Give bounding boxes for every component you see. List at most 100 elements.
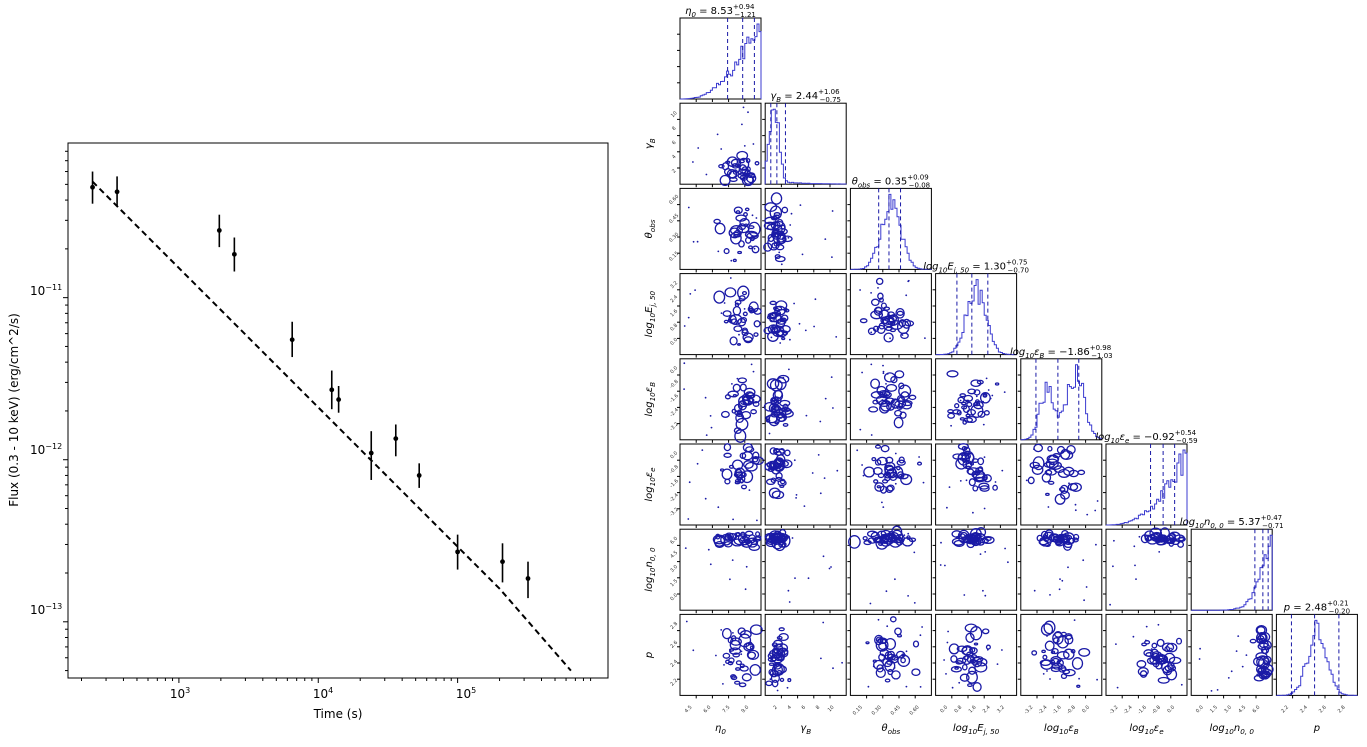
point-marker — [231, 251, 237, 257]
sample-dot — [1150, 648, 1153, 650]
contour-level — [729, 336, 738, 346]
contour-level — [775, 476, 783, 482]
panel-ticks — [1017, 630, 1087, 699]
sample-dot — [752, 370, 755, 373]
contour-level — [742, 442, 754, 453]
sample-dot — [859, 428, 862, 431]
contour-level — [1056, 534, 1063, 541]
sample-dot — [730, 259, 733, 262]
contour-level — [1143, 649, 1154, 657]
contour-level — [748, 543, 761, 551]
contour-level — [900, 391, 910, 401]
panel-frame — [849, 358, 932, 441]
contour-level — [1152, 658, 1160, 668]
sample-dot — [983, 456, 986, 458]
point-marker — [216, 227, 222, 233]
sample-dot — [742, 545, 744, 547]
sample-dot — [977, 486, 979, 489]
contour-level — [974, 399, 980, 405]
panel-ticks — [677, 459, 746, 528]
sample-dot — [1001, 649, 1003, 651]
sample-dot — [769, 678, 772, 681]
contour-level — [896, 465, 901, 471]
sample-dot — [805, 414, 808, 417]
data-point — [289, 321, 295, 358]
sample-dot — [991, 394, 994, 397]
panel-ticks — [677, 374, 746, 443]
contour-level — [870, 298, 880, 307]
sample-dot — [831, 256, 833, 258]
contour-level — [954, 403, 960, 409]
sample-dot — [944, 564, 946, 567]
corner-y-tick-label: 0.0 — [669, 365, 679, 375]
contour-level — [723, 443, 732, 452]
panel-frame — [764, 102, 847, 185]
sample-dot — [729, 578, 731, 581]
contour-level — [897, 537, 903, 542]
sample-dot — [704, 396, 707, 399]
x-tick-label: 104 — [313, 686, 333, 701]
contour-level — [733, 325, 743, 333]
contour-level — [955, 657, 967, 664]
sample-dot — [856, 449, 859, 452]
sample-dot — [1083, 599, 1085, 602]
contour-level — [969, 462, 975, 466]
contour-level — [743, 336, 753, 344]
contour-level — [767, 652, 776, 660]
contour-level — [733, 403, 743, 413]
sample-dot — [1068, 482, 1070, 485]
corner-panel-title: θobs = 0.35+0.09 −0.08 — [852, 173, 930, 189]
contour-level — [782, 422, 789, 427]
contour-level — [1058, 487, 1066, 492]
contour-level — [1060, 631, 1067, 637]
contour-level — [732, 169, 738, 175]
sample-dot — [750, 363, 753, 366]
sample-dot — [836, 469, 839, 472]
corner-x-tick-label: 2.6 — [1318, 705, 1328, 715]
sample-dot — [1241, 665, 1244, 668]
sample-dot — [867, 685, 870, 688]
contour-level — [1056, 651, 1070, 660]
contour-level — [770, 192, 783, 205]
contour-level — [962, 405, 970, 414]
sample-dot — [1042, 673, 1045, 675]
panel-frame — [935, 273, 1018, 356]
point-marker — [500, 559, 505, 565]
contour-level — [972, 539, 980, 546]
contour-level — [882, 533, 896, 545]
contour-level — [946, 370, 959, 378]
data-point — [416, 463, 422, 488]
sample-dot — [787, 589, 790, 592]
sample-dot — [1067, 566, 1069, 569]
contour-level — [1156, 638, 1165, 647]
point-marker — [393, 436, 399, 442]
corner-x-tick-label: 0.15 — [852, 705, 864, 717]
sample-dot — [696, 462, 699, 465]
contour-level — [782, 403, 789, 411]
contour-level — [1064, 634, 1074, 645]
sample-dot — [965, 479, 968, 482]
y-tick-label: 10−12 — [30, 442, 62, 457]
data-point — [455, 534, 461, 570]
contour-level — [1047, 480, 1055, 485]
panel-frame — [1020, 358, 1103, 441]
contour-level — [767, 233, 775, 243]
contour-level — [1052, 453, 1061, 459]
contour-level — [894, 370, 905, 379]
sample-dot — [870, 292, 872, 294]
contour-level — [979, 485, 990, 492]
corner-panel-title: γB = 2.44+1.06 −0.75 — [770, 88, 841, 104]
sample-dot — [794, 577, 796, 579]
contour-panel — [847, 525, 932, 614]
corner-y-tick-label: 4.5 — [669, 550, 679, 560]
contour-panel — [677, 613, 763, 699]
sample-dot — [907, 532, 910, 535]
contour-level — [753, 307, 762, 315]
panel-ticks — [847, 374, 916, 443]
y-axis-label: Flux (0.3 - 10 keV) (erg/cm^2/s) — [7, 313, 21, 507]
corner-y-tick-label: 0.8 — [669, 323, 679, 333]
contour-level — [994, 382, 1000, 386]
contour-level — [953, 539, 965, 547]
corner-x-axis-label: η0 — [715, 723, 726, 736]
sample-dot — [1112, 565, 1114, 568]
